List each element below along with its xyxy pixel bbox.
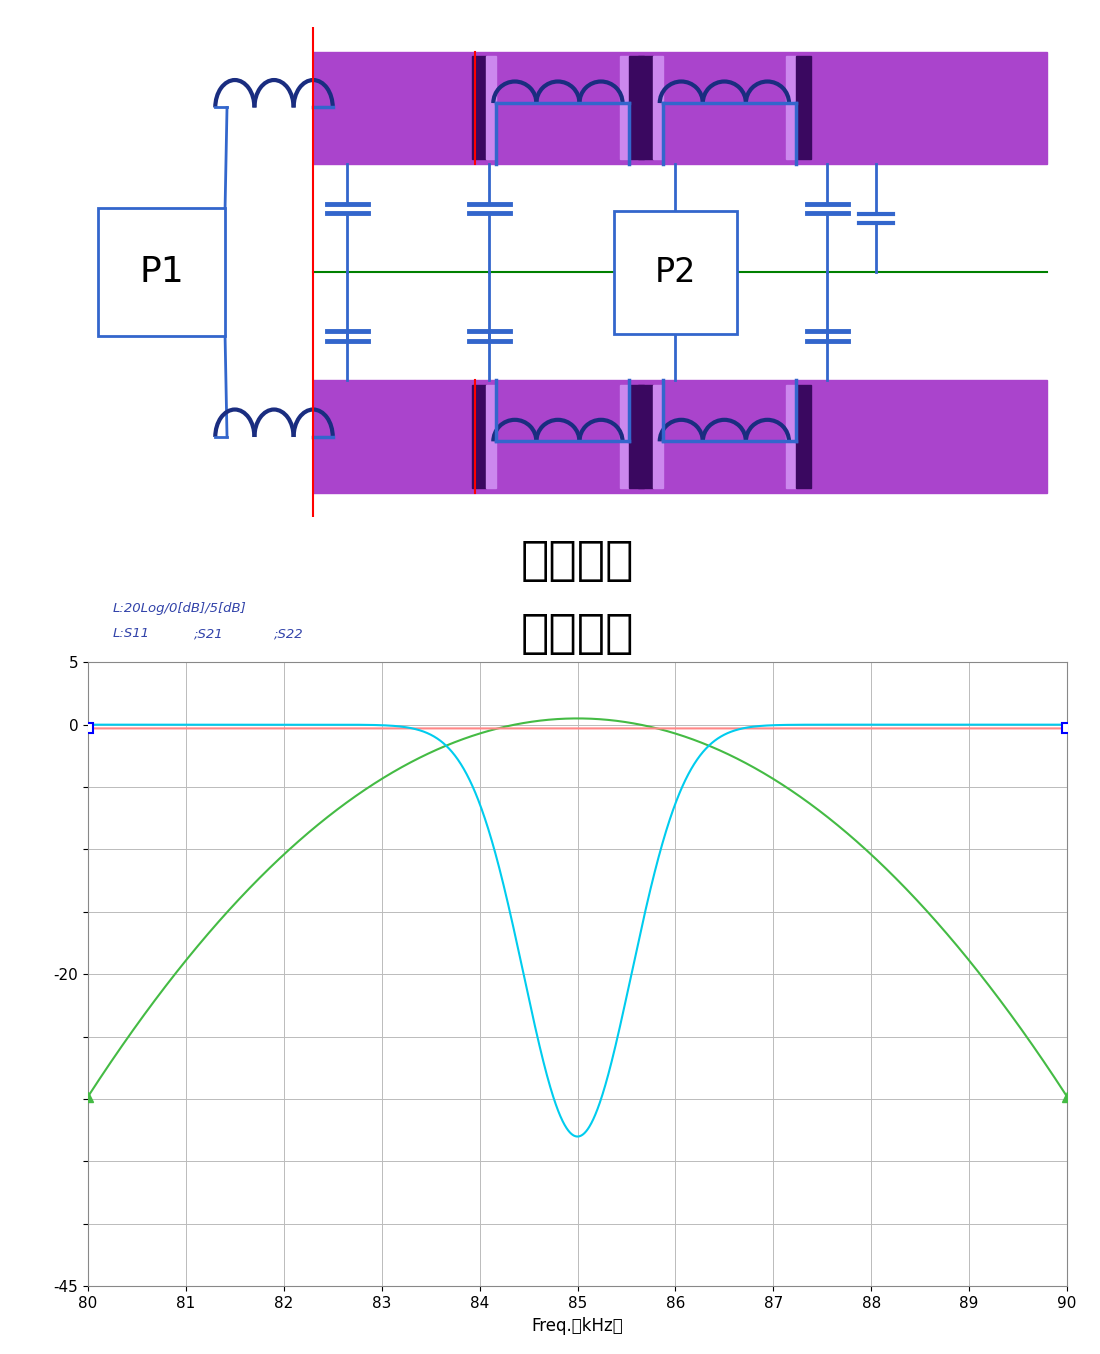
Polygon shape — [314, 380, 1047, 493]
Polygon shape — [795, 385, 811, 487]
Polygon shape — [314, 51, 1047, 164]
Polygon shape — [653, 57, 662, 160]
Polygon shape — [786, 385, 795, 487]
Polygon shape — [619, 385, 629, 487]
FancyBboxPatch shape — [614, 211, 737, 333]
Text: ;S22: ;S22 — [274, 627, 304, 640]
Polygon shape — [486, 57, 496, 160]
Polygon shape — [629, 385, 645, 487]
Text: 回路構成: 回路構成 — [520, 539, 635, 584]
Polygon shape — [638, 57, 653, 160]
Text: ;S21: ;S21 — [194, 627, 223, 640]
Polygon shape — [653, 385, 662, 487]
Text: L:20Log/0[dB]/5[dB]: L:20Log/0[dB]/5[dB] — [112, 603, 246, 616]
Polygon shape — [619, 57, 629, 160]
Polygon shape — [786, 57, 795, 160]
Text: P1: P1 — [139, 256, 184, 290]
Polygon shape — [472, 385, 486, 487]
Text: 全輪給電: 全輪給電 — [520, 612, 635, 657]
Polygon shape — [472, 57, 486, 160]
X-axis label: Freq.（kHz）: Freq.（kHz） — [531, 1316, 624, 1335]
Text: L:S11: L:S11 — [112, 627, 150, 640]
Polygon shape — [486, 385, 496, 487]
FancyBboxPatch shape — [98, 209, 226, 336]
Text: P2: P2 — [654, 256, 696, 288]
Polygon shape — [629, 57, 645, 160]
Polygon shape — [638, 385, 653, 487]
Polygon shape — [795, 57, 811, 160]
